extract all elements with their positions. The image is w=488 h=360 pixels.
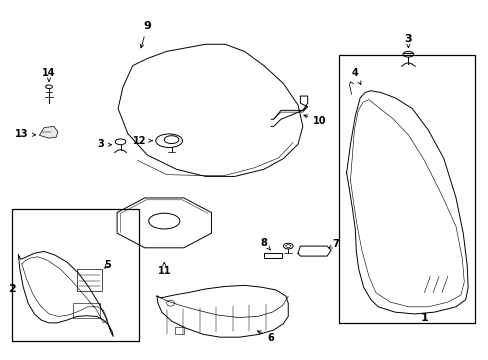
- Bar: [12, 208, 138, 341]
- Text: 2: 2: [8, 284, 16, 294]
- Text: 7: 7: [328, 239, 339, 249]
- Text: 1: 1: [420, 312, 427, 323]
- Bar: [77, 269, 102, 291]
- Text: 14: 14: [42, 68, 56, 78]
- Text: 8: 8: [260, 238, 270, 250]
- Text: 9: 9: [140, 21, 151, 48]
- Text: 11: 11: [157, 262, 171, 276]
- Text: 12: 12: [133, 136, 152, 146]
- Text: 5: 5: [104, 260, 111, 270]
- Bar: [73, 303, 100, 318]
- Polygon shape: [39, 126, 58, 138]
- Text: 3: 3: [98, 139, 111, 149]
- Text: 13: 13: [15, 129, 36, 139]
- Text: 6: 6: [257, 331, 274, 343]
- Bar: [175, 327, 184, 334]
- Text: 10: 10: [303, 115, 326, 126]
- Bar: [264, 252, 282, 257]
- Text: 4: 4: [351, 68, 360, 85]
- Text: 3: 3: [404, 34, 411, 44]
- Bar: [339, 55, 474, 323]
